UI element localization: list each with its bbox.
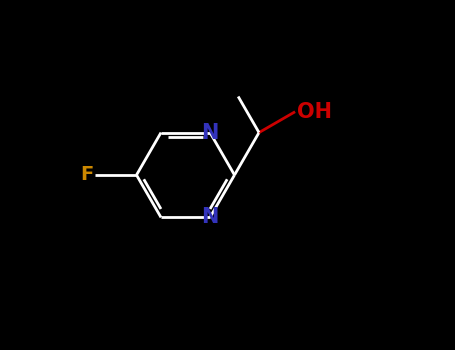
Text: N: N	[201, 122, 219, 142]
Text: OH: OH	[297, 102, 332, 122]
Text: F: F	[80, 166, 93, 184]
Text: N: N	[201, 208, 219, 228]
